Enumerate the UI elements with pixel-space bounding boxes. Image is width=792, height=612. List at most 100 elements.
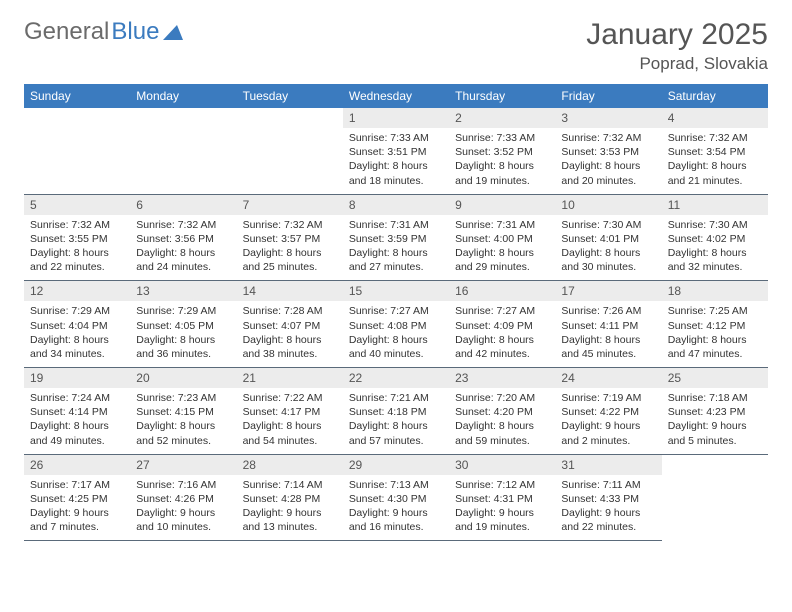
day-number: 14 <box>237 281 343 301</box>
daylight-line2: and 40 minutes. <box>349 347 443 361</box>
sunset-text: Sunset: 4:14 PM <box>30 405 124 419</box>
daylight-line2: and 52 minutes. <box>136 434 230 448</box>
day-number: 16 <box>449 281 555 301</box>
sunrise-text: Sunrise: 7:11 AM <box>561 478 655 492</box>
sunrise-text: Sunrise: 7:32 AM <box>136 218 230 232</box>
daylight-line1: Daylight: 9 hours <box>243 506 337 520</box>
sunrise-text: Sunrise: 7:14 AM <box>243 478 337 492</box>
day-content: Sunrise: 7:27 AMSunset: 4:09 PMDaylight:… <box>449 301 555 367</box>
day-number: 22 <box>343 368 449 388</box>
sunrise-text: Sunrise: 7:30 AM <box>668 218 762 232</box>
sunset-text: Sunset: 4:15 PM <box>136 405 230 419</box>
sunset-text: Sunset: 4:33 PM <box>561 492 655 506</box>
day-number: 28 <box>237 455 343 475</box>
day-content: Sunrise: 7:13 AMSunset: 4:30 PMDaylight:… <box>343 475 449 541</box>
sunset-text: Sunset: 4:00 PM <box>455 232 549 246</box>
day-number: 19 <box>24 368 130 388</box>
calendar-day-cell: 28Sunrise: 7:14 AMSunset: 4:28 PMDayligh… <box>237 454 343 541</box>
daylight-line2: and 13 minutes. <box>243 520 337 534</box>
sunset-text: Sunset: 4:30 PM <box>349 492 443 506</box>
daylight-line2: and 30 minutes. <box>561 260 655 274</box>
day-number: 17 <box>555 281 661 301</box>
day-content: Sunrise: 7:32 AMSunset: 3:57 PMDaylight:… <box>237 215 343 281</box>
day-content: Sunrise: 7:14 AMSunset: 4:28 PMDaylight:… <box>237 475 343 541</box>
calendar-empty-cell <box>662 454 768 541</box>
daylight-line2: and 7 minutes. <box>30 520 124 534</box>
daylight-line1: Daylight: 8 hours <box>349 246 443 260</box>
day-number: 6 <box>130 195 236 215</box>
day-number: 8 <box>343 195 449 215</box>
daylight-line2: and 29 minutes. <box>455 260 549 274</box>
sunrise-text: Sunrise: 7:21 AM <box>349 391 443 405</box>
calendar-day-cell: 31 Sunrise: 7:11 AMSunset: 4:33 PMDayligh… <box>555 454 661 541</box>
weekday-header: Sunday <box>24 84 130 108</box>
sunset-text: Sunset: 3:51 PM <box>349 145 443 159</box>
day-content: Sunrise: 7:21 AMSunset: 4:18 PMDaylight:… <box>343 388 449 454</box>
daylight-line2: and 25 minutes. <box>243 260 337 274</box>
day-number: 4 <box>662 108 768 128</box>
sunrise-text: Sunrise: 7:13 AM <box>349 478 443 492</box>
sunrise-text: Sunrise: 7:26 AM <box>561 304 655 318</box>
day-content: Sunrise: 7:16 AMSunset: 4:26 PMDaylight:… <box>130 475 236 541</box>
sunset-text: Sunset: 4:25 PM <box>30 492 124 506</box>
sunset-text: Sunset: 4:17 PM <box>243 405 337 419</box>
day-number: 31 <box>555 455 661 475</box>
sunset-text: Sunset: 4:12 PM <box>668 319 762 333</box>
sunrise-text: Sunrise: 7:32 AM <box>561 131 655 145</box>
calendar-empty-cell <box>237 108 343 194</box>
sunset-text: Sunset: 4:09 PM <box>455 319 549 333</box>
calendar-day-cell: 7Sunrise: 7:32 AMSunset: 3:57 PMDaylight… <box>237 194 343 281</box>
calendar-empty-cell <box>24 108 130 194</box>
day-content: Sunrise: 7:30 AMSunset: 4:02 PMDaylight:… <box>662 215 768 281</box>
calendar-day-cell: 29Sunrise: 7:13 AMSunset: 4:30 PMDayligh… <box>343 454 449 541</box>
daylight-line1: Daylight: 8 hours <box>243 246 337 260</box>
daylight-line2: and 22 minutes. <box>561 520 655 534</box>
sunrise-text: Sunrise: 7:31 AM <box>455 218 549 232</box>
sunset-text: Sunset: 4:22 PM <box>561 405 655 419</box>
day-number: 26 <box>24 455 130 475</box>
sunset-text: Sunset: 3:53 PM <box>561 145 655 159</box>
calendar-day-cell: 25Sunrise: 7:18 AMSunset: 4:23 PMDayligh… <box>662 368 768 455</box>
daylight-line1: Daylight: 8 hours <box>561 159 655 173</box>
day-number: 10 <box>555 195 661 215</box>
daylight-line1: Daylight: 9 hours <box>561 506 655 520</box>
daylight-line2: and 57 minutes. <box>349 434 443 448</box>
weekday-header-row: SundayMondayTuesdayWednesdayThursdayFrid… <box>24 84 768 108</box>
location: Poprad, Slovakia <box>586 54 768 74</box>
daylight-line1: Daylight: 8 hours <box>243 419 337 433</box>
sunrise-text: Sunrise: 7:18 AM <box>668 391 762 405</box>
calendar-week-row: 1Sunrise: 7:33 AMSunset: 3:51 PMDaylight… <box>24 108 768 194</box>
daylight-line1: Daylight: 8 hours <box>561 246 655 260</box>
day-number: 13 <box>130 281 236 301</box>
day-number: 9 <box>449 195 555 215</box>
daylight-line2: and 22 minutes. <box>30 260 124 274</box>
day-content: Sunrise: 7:31 AMSunset: 3:59 PMDaylight:… <box>343 215 449 281</box>
day-content: Sunrise: 7:26 AMSunset: 4:11 PMDaylight:… <box>555 301 661 367</box>
daylight-line2: and 19 minutes. <box>455 174 549 188</box>
daylight-line2: and 18 minutes. <box>349 174 443 188</box>
calendar-day-cell: 16Sunrise: 7:27 AMSunset: 4:09 PMDayligh… <box>449 281 555 368</box>
daylight-line1: Daylight: 9 hours <box>349 506 443 520</box>
daylight-line2: and 54 minutes. <box>243 434 337 448</box>
sunset-text: Sunset: 4:23 PM <box>668 405 762 419</box>
daylight-line1: Daylight: 8 hours <box>136 246 230 260</box>
daylight-line1: Daylight: 9 hours <box>136 506 230 520</box>
calendar-day-cell: 26Sunrise: 7:17 AMSunset: 4:25 PMDayligh… <box>24 454 130 541</box>
title-block: January 2025 Poprad, Slovakia <box>586 18 768 74</box>
day-number: 7 <box>237 195 343 215</box>
sunset-text: Sunset: 4:01 PM <box>561 232 655 246</box>
sunset-text: Sunset: 4:04 PM <box>30 319 124 333</box>
daylight-line2: and 42 minutes. <box>455 347 549 361</box>
calendar-week-row: 12Sunrise: 7:29 AMSunset: 4:04 PMDayligh… <box>24 281 768 368</box>
day-content: Sunrise: 7:33 AMSunset: 3:52 PMDaylight:… <box>449 128 555 194</box>
calendar-day-cell: 15Sunrise: 7:27 AMSunset: 4:08 PMDayligh… <box>343 281 449 368</box>
calendar-day-cell: 17Sunrise: 7:26 AMSunset: 4:11 PMDayligh… <box>555 281 661 368</box>
daylight-line1: Daylight: 8 hours <box>30 419 124 433</box>
sunrise-text: Sunrise: 7:19 AM <box>561 391 655 405</box>
calendar-day-cell: 2Sunrise: 7:33 AMSunset: 3:52 PMDaylight… <box>449 108 555 194</box>
calendar-day-cell: 24Sunrise: 7:19 AMSunset: 4:22 PMDayligh… <box>555 368 661 455</box>
day-content: Sunrise: 7:24 AMSunset: 4:14 PMDaylight:… <box>24 388 130 454</box>
sunset-text: Sunset: 4:05 PM <box>136 319 230 333</box>
day-content: Sunrise: 7:33 AMSunset: 3:51 PMDaylight:… <box>343 128 449 194</box>
day-number: 15 <box>343 281 449 301</box>
